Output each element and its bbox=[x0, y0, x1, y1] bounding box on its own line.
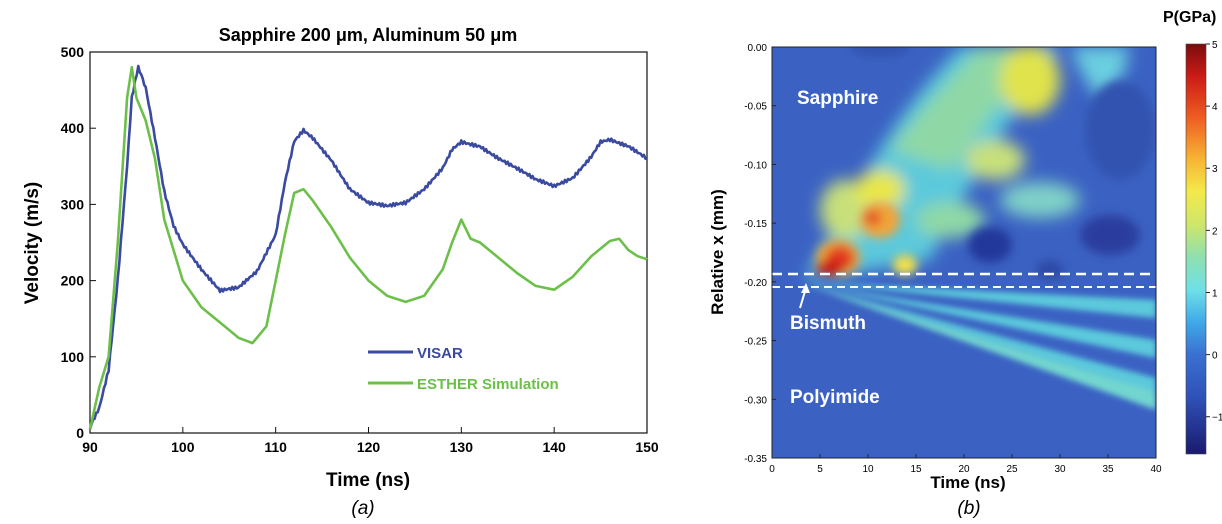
chart-a-x-tick-label: 100 bbox=[171, 439, 195, 455]
chart-b-y-tick-label: -0.10 bbox=[744, 160, 767, 171]
chart-a-legend: VISAR ESTHER Simulation bbox=[368, 345, 559, 393]
chart-b-x-axis-label: Time (ns) bbox=[930, 473, 1005, 492]
chart-b-x-tick-label: 35 bbox=[1102, 464, 1114, 475]
velocity-line-chart: Sapphire 200 μm, Aluminum 50 μm 90 100 110… bbox=[22, 25, 659, 491]
chart-a-title: Sapphire 200 μm, Aluminum 50 μm bbox=[219, 25, 517, 45]
chart-b-x-tick-label: 30 bbox=[1054, 464, 1066, 475]
chart-a-x-tick-label: 130 bbox=[450, 439, 474, 455]
chart-a-y-tick-label: 300 bbox=[61, 196, 85, 212]
chart-a-x-tick-label: 120 bbox=[357, 439, 381, 455]
chart-a-y-tick-label: 0 bbox=[76, 425, 84, 441]
legend-label-esther: ESTHER Simulation bbox=[417, 376, 559, 393]
chart-b-y-tick-label: -0.35 bbox=[744, 454, 767, 465]
chart-b-y-tick-label: 0.00 bbox=[748, 43, 768, 54]
colorbar-tick-label: 5 bbox=[1212, 40, 1218, 51]
chart-b-x-tick-label: 0 bbox=[769, 464, 775, 475]
colorbar-tick-label: 3 bbox=[1212, 164, 1218, 175]
bismuth-pointer-arrow bbox=[799, 283, 810, 309]
chart-a-y-tick-label: 400 bbox=[61, 120, 85, 136]
chart-a-series-group bbox=[88, 64, 648, 430]
chart-b-y-tick-label: -0.30 bbox=[744, 395, 767, 406]
caption-b: (b) bbox=[957, 498, 980, 519]
chart-b-y-tick-label: -0.25 bbox=[744, 337, 767, 348]
colorbar bbox=[1185, 43, 1207, 455]
region-label-bismuth: Bismuth bbox=[790, 313, 866, 334]
chart-b-x-tick-label: 25 bbox=[1006, 464, 1018, 475]
chart-a-x-tick-label: 150 bbox=[635, 439, 659, 455]
chart-b-y-tick-label: -0.15 bbox=[744, 219, 767, 230]
chart-b-y-tick-label: -0.20 bbox=[744, 278, 767, 289]
legend-label-visar: VISAR bbox=[417, 345, 463, 362]
colorbar-label: P(GPa) bbox=[1163, 9, 1216, 26]
chart-b-y-axis: 0.00 -0.05 -0.10 -0.15 -0.20 -0.25 -0.30 -0.35 bbox=[744, 43, 776, 465]
series-line-esther bbox=[88, 65, 648, 430]
colorbar-tick-label: −1 bbox=[1212, 413, 1222, 424]
chart-a-x-axis: 90 100 110 120 130 140 150 bbox=[82, 427, 659, 455]
chart-b-x-axis: 0 5 10 15 20 25 30 35 40 bbox=[769, 454, 1162, 475]
chart-a-y-tick-label: 200 bbox=[61, 273, 85, 289]
chart-a-x-axis-label: Time (ns) bbox=[326, 470, 410, 491]
region-label-polyimide: Polyimide bbox=[790, 387, 880, 408]
chart-a-y-tick-label: 500 bbox=[61, 44, 85, 60]
chart-a-y-axis-label: Velocity (m/s) bbox=[22, 182, 43, 305]
heatmap-image bbox=[772, 47, 1156, 458]
colorbar-tick-label: 1 bbox=[1212, 288, 1218, 299]
chart-b-y-tick-label: -0.05 bbox=[744, 102, 767, 113]
chart-b-y-axis-label: Relative x (mm) bbox=[708, 189, 727, 315]
caption-a: (a) bbox=[351, 498, 374, 519]
chart-b-x-tick-label: 5 bbox=[817, 464, 823, 475]
colorbar-tick-label: 2 bbox=[1212, 226, 1218, 237]
pressure-heatmap-chart: 0 5 10 15 20 25 30 35 40 0.00-0.05-0.10-0.15-0.2… bbox=[708, 9, 1222, 492]
colorbar-tick-label: 4 bbox=[1212, 102, 1218, 113]
chart-a-plot-frame bbox=[89, 51, 648, 434]
chart-a-y-tick-label: 100 bbox=[61, 349, 85, 365]
series-line-visar bbox=[88, 64, 648, 430]
chart-a-x-tick-label: 110 bbox=[264, 439, 287, 455]
chart-a-y-axis: 0 100 200 300 400 500 bbox=[61, 44, 96, 441]
chart-b-x-tick-label: 10 bbox=[862, 464, 874, 475]
chart-b-x-tick-label: 40 bbox=[1150, 464, 1162, 475]
chart-a-x-tick-label: 140 bbox=[542, 439, 566, 455]
chart-b-x-tick-label: 20 bbox=[958, 464, 970, 475]
chart-a-x-tick-label: 90 bbox=[82, 439, 98, 455]
region-label-sapphire: Sapphire bbox=[797, 88, 878, 109]
colorbar-tick-label: 0 bbox=[1212, 351, 1218, 362]
chart-b-x-tick-label: 15 bbox=[910, 464, 922, 475]
colorbar-ticks: 5 4 3 2 1 0 −1 bbox=[1206, 40, 1222, 424]
